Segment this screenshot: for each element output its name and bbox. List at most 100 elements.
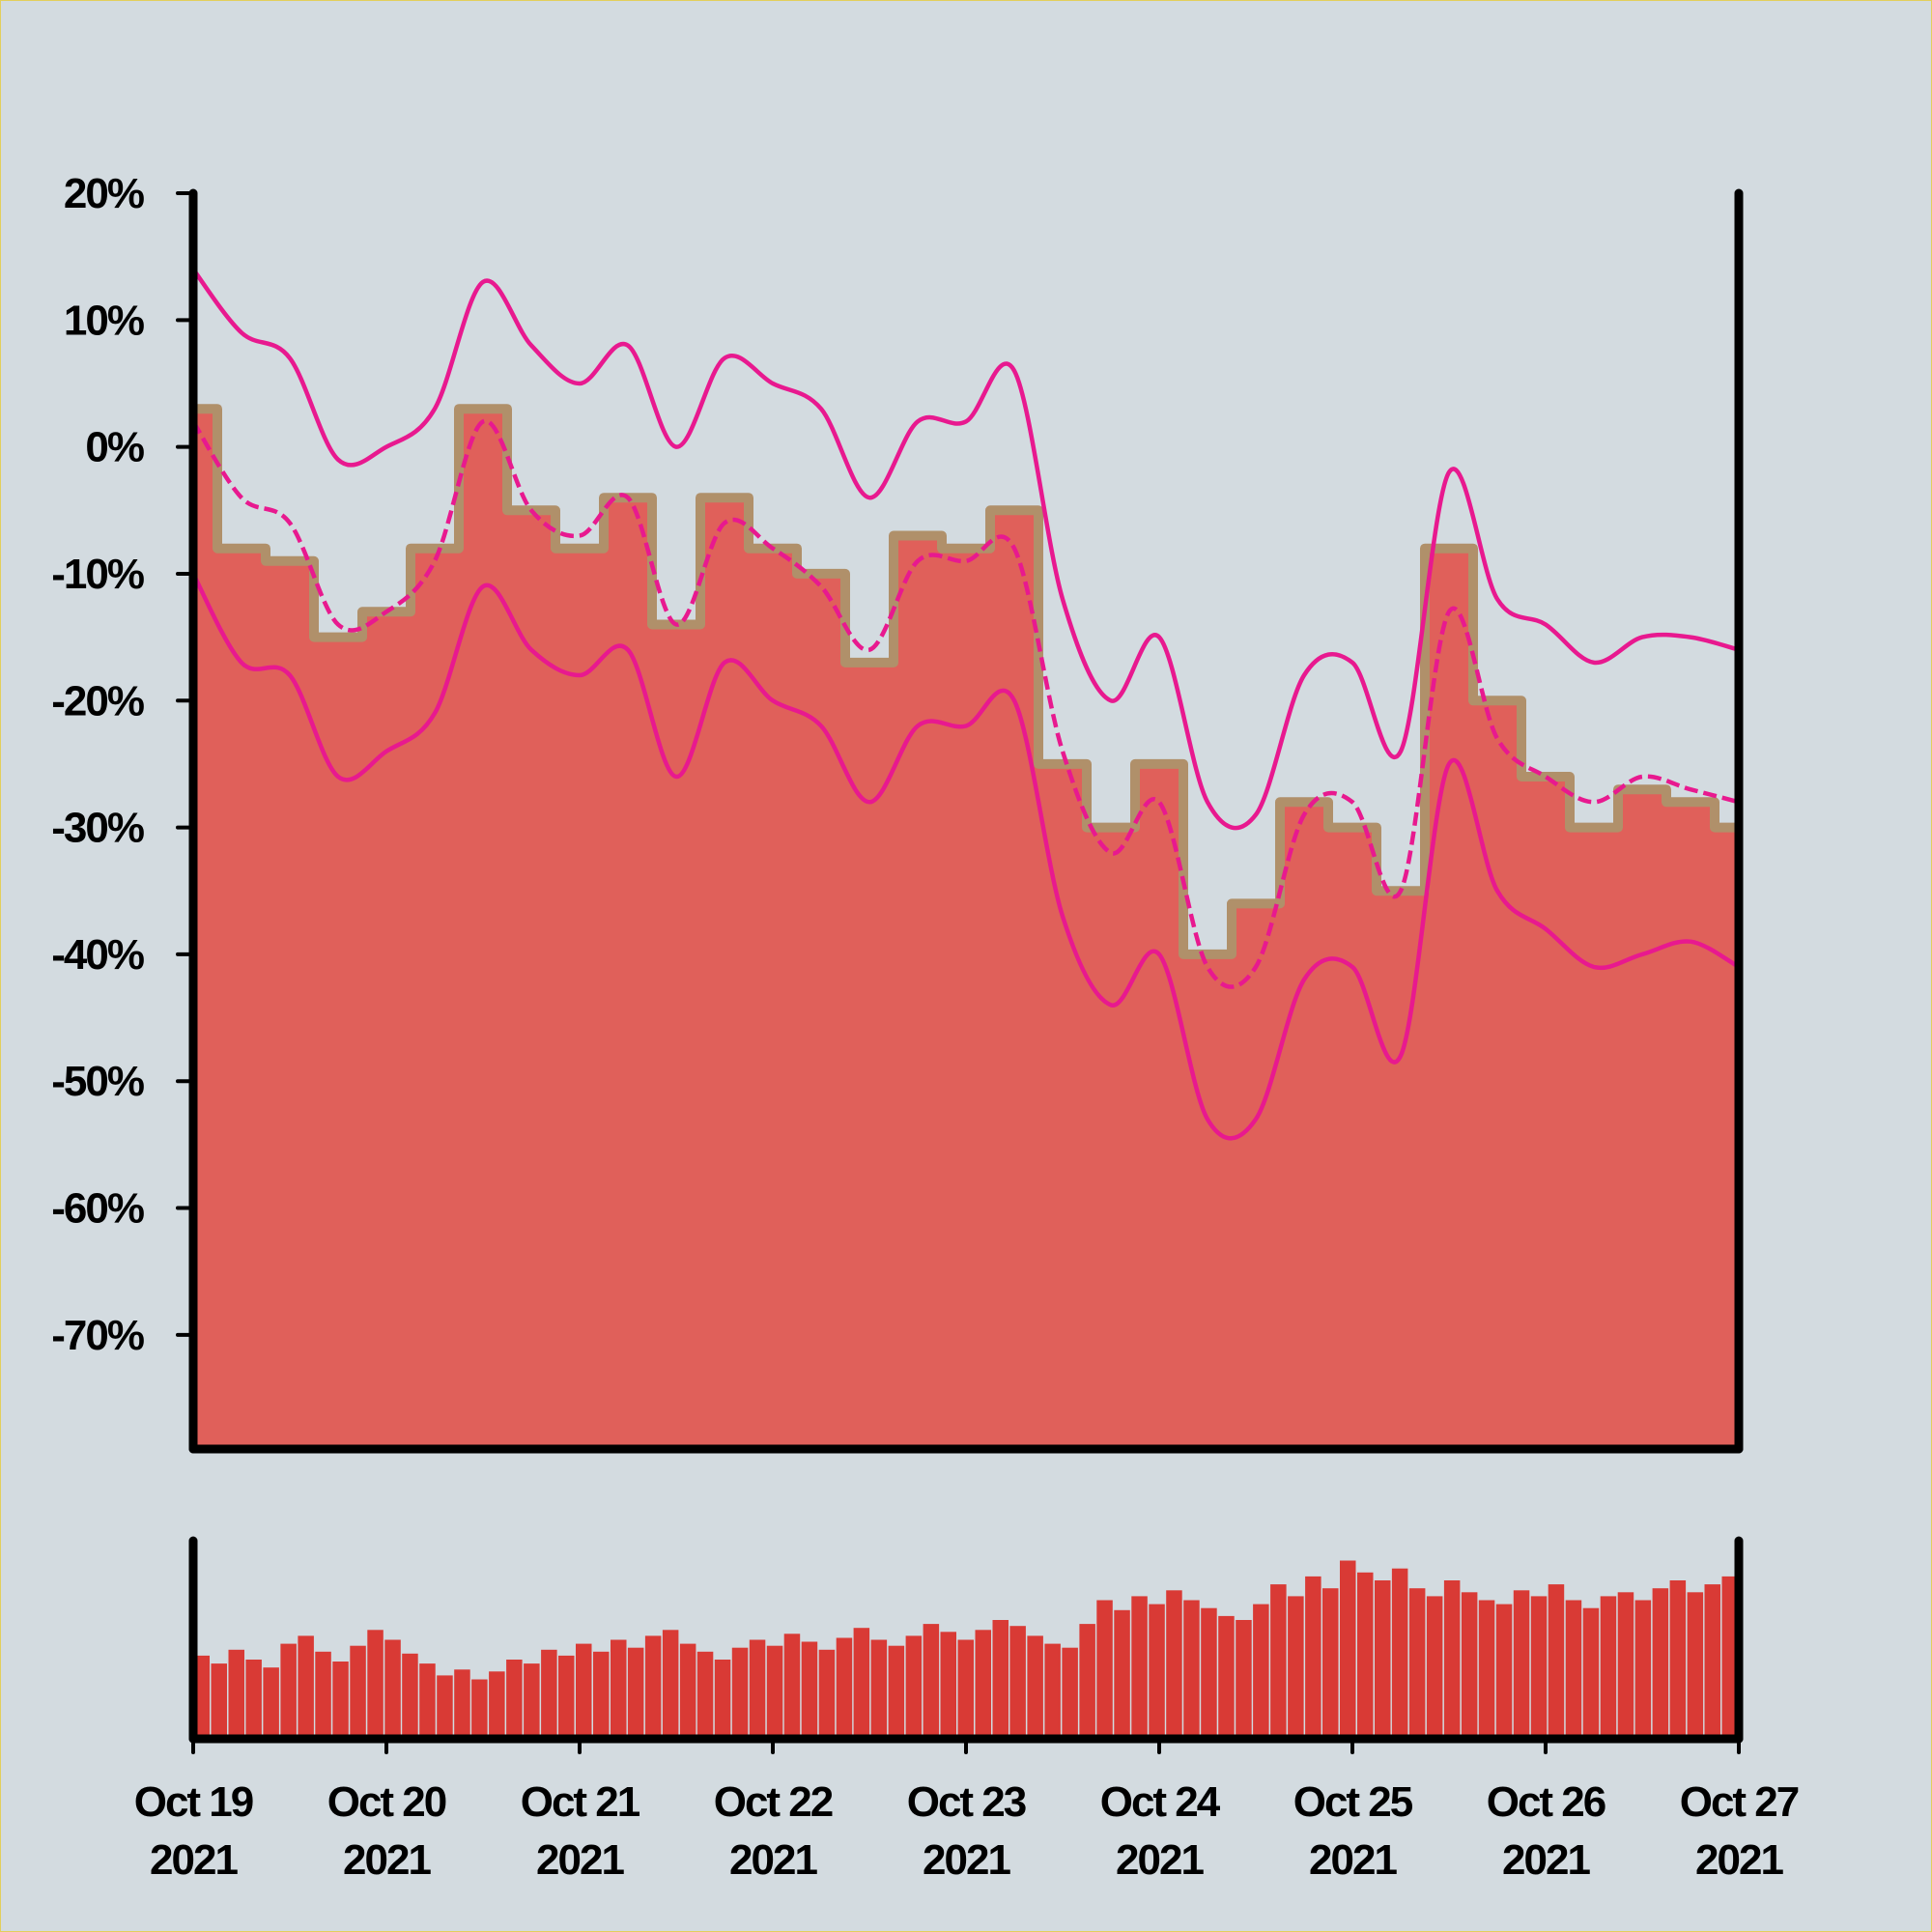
volume-bar (558, 1655, 575, 1739)
volume-plot (193, 1560, 1738, 1740)
volume-bar (1617, 1592, 1634, 1739)
volume-bar (1478, 1600, 1495, 1739)
volume-bar (228, 1649, 244, 1740)
y-axis-labels: 20% 10% 0% -10% -20% -30% -40% -50% -60% -70% (51, 170, 146, 1359)
x-axis-labels: Oct 19 2021 Oct 20 2021 Oct 21 2021 Oct 22 2021… (134, 1778, 1801, 1884)
volume-bar (1114, 1609, 1130, 1740)
volume-bar (367, 1630, 384, 1740)
volume-bar (1305, 1576, 1321, 1739)
volume-bar (714, 1660, 731, 1739)
x-tick-label: 2021 (536, 1836, 624, 1884)
volume-bar (1513, 1590, 1530, 1740)
volume-bar (853, 1628, 870, 1739)
volume-bar (992, 1620, 1009, 1739)
line-lower-band (191, 572, 1741, 1141)
volume-bar (1687, 1592, 1704, 1739)
x-tick-label: Oct 21 (521, 1778, 640, 1826)
volume-bar (1270, 1584, 1287, 1739)
volume-bar (1721, 1576, 1738, 1739)
volume-bar (1461, 1592, 1478, 1739)
volume-bar (332, 1662, 349, 1739)
volume-bar (280, 1643, 297, 1739)
x-tick-label: Oct 25 (1293, 1778, 1413, 1826)
volume-bar (662, 1630, 679, 1740)
volume-bar (1340, 1560, 1356, 1739)
volume-bar (193, 1655, 210, 1739)
y-tick-label: 0% (85, 424, 143, 471)
volume-bar (541, 1649, 557, 1740)
y-tick-label: -20% (51, 677, 144, 724)
volume-bar (731, 1647, 749, 1739)
y-tick-label: -70% (51, 1312, 144, 1359)
volume-bar (315, 1651, 331, 1739)
x-tick-label: 2021 (343, 1836, 431, 1884)
volume-bar (940, 1632, 956, 1739)
volume-bar (801, 1641, 818, 1739)
x-tick-label: 2021 (1309, 1836, 1397, 1884)
volume-bar (766, 1645, 783, 1739)
volume-bar (454, 1669, 470, 1740)
x-tick-label: Oct 24 (1100, 1778, 1221, 1826)
axes (176, 188, 1744, 1754)
y-tick-label: 20% (64, 170, 144, 217)
area-tan-edge (193, 404, 1739, 959)
volume-bar (783, 1634, 801, 1739)
volume-bar (384, 1639, 401, 1739)
volume-bar (1408, 1588, 1426, 1739)
volume-bar (1704, 1584, 1720, 1739)
x-tick-label: 2021 (729, 1836, 817, 1884)
x-tick-label: 2021 (1502, 1836, 1590, 1884)
volume-bar (263, 1667, 279, 1739)
volume-bar (1079, 1624, 1095, 1739)
volume-bar (975, 1630, 991, 1740)
volume-bar (818, 1649, 836, 1740)
volume-bar (211, 1663, 227, 1739)
volume-bar (471, 1679, 488, 1739)
volume-bar (749, 1639, 766, 1739)
y-tick-label: -50% (51, 1058, 144, 1105)
volume-bar (1044, 1643, 1061, 1739)
x-tick-label: Oct 20 (327, 1778, 446, 1826)
volume-bar (679, 1643, 696, 1739)
volume-bar (1391, 1568, 1408, 1739)
y-tick-label: -30% (51, 805, 144, 852)
volume-bar (1582, 1607, 1600, 1739)
volume-bar (506, 1660, 523, 1739)
volume-bar (923, 1624, 940, 1739)
x-tick-label: Oct 26 (1487, 1778, 1605, 1826)
volume-bar (1062, 1647, 1078, 1739)
x-tick-label: 2021 (150, 1836, 238, 1884)
x-tick-label: Oct 22 (714, 1778, 833, 1826)
line-middle-dashed (191, 418, 1740, 989)
x-tick-label: Oct 27 (1680, 1778, 1799, 1826)
volume-bar (419, 1663, 436, 1739)
volume-bar (611, 1639, 627, 1739)
volume-bar (1149, 1604, 1165, 1739)
y-tick-label: -10% (51, 551, 144, 598)
volume-bar (1565, 1600, 1582, 1739)
volume-bar (1166, 1590, 1182, 1740)
volume-bar (593, 1651, 610, 1739)
volume-bar (870, 1639, 888, 1739)
y-tick-label: -40% (51, 931, 144, 979)
volume-bar (1495, 1604, 1513, 1739)
volume-bar (437, 1675, 453, 1739)
volume-bar (1426, 1596, 1443, 1739)
volume-bar (1131, 1596, 1148, 1739)
volume-bar (1634, 1600, 1652, 1739)
x-tick-label: 2021 (923, 1836, 1010, 1884)
volume-bar (1096, 1600, 1113, 1739)
volume-bar (1652, 1588, 1669, 1739)
volume-bar (245, 1660, 262, 1739)
line-upper-band (191, 268, 1740, 831)
y-tick-label: -60% (51, 1185, 144, 1233)
volume-bar (1600, 1596, 1617, 1739)
volume-bar (1288, 1596, 1304, 1739)
volume-bar (1183, 1600, 1200, 1739)
volume-bar (1027, 1635, 1043, 1739)
volume-bar (350, 1645, 366, 1739)
volume-bar (1669, 1580, 1687, 1739)
x-tick-label: Oct 19 (134, 1778, 253, 1826)
volume-bar (1253, 1604, 1269, 1739)
